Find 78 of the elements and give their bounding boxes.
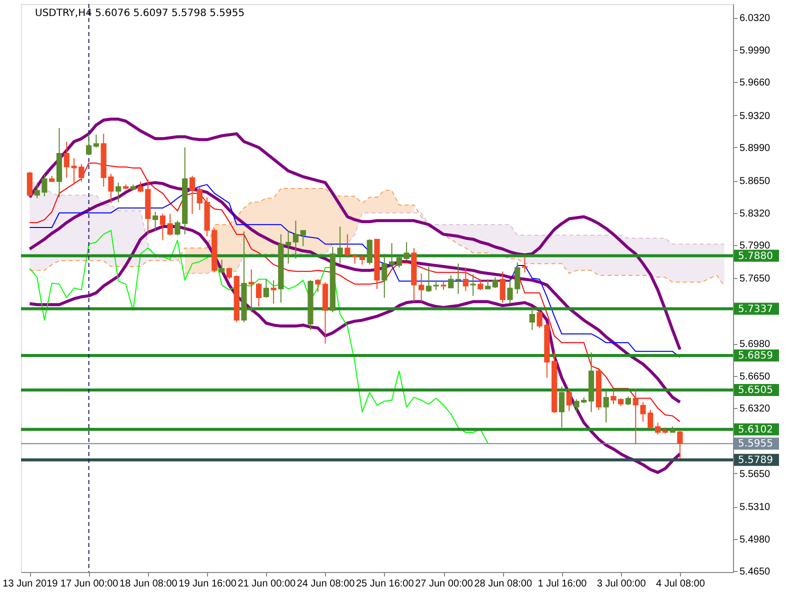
candlestick bbox=[263, 278, 269, 298]
y-tick-label: 5.6980 bbox=[740, 339, 771, 350]
candlestick bbox=[344, 234, 350, 258]
candlestick bbox=[433, 280, 439, 290]
candlestick bbox=[152, 211, 158, 231]
y-tick-label: 5.6650 bbox=[740, 371, 771, 382]
candlestick bbox=[382, 253, 388, 298]
candlestick bbox=[470, 274, 476, 296]
candlestick bbox=[292, 220, 299, 260]
y-tick-label: 5.5650 bbox=[740, 468, 771, 480]
y-tick-label: 6.0320 bbox=[740, 13, 771, 24]
x-tick-label: 28 Jun 08:00 bbox=[474, 578, 532, 590]
y-tick-label: 5.8990 bbox=[740, 142, 771, 154]
ref-line-label: 5.5789 bbox=[738, 454, 773, 466]
y-tick-label: 5.9990 bbox=[740, 45, 771, 56]
candlestick bbox=[366, 238, 372, 266]
ref-line-label: 5.6859 bbox=[738, 350, 773, 362]
candlestick bbox=[388, 242, 395, 268]
line-series bbox=[28, 118, 682, 351]
candlestick bbox=[677, 429, 683, 460]
y-tick-label: 5.5310 bbox=[740, 502, 771, 514]
x-tick-label: 1 Jul 16:00 bbox=[538, 578, 588, 590]
x-tick-label: 3 Jul 00:00 bbox=[596, 578, 646, 590]
candlestick bbox=[86, 133, 92, 155]
candlestick bbox=[352, 253, 358, 264]
y-tick-label: 5.7650 bbox=[740, 274, 771, 285]
ref-line-label: 5.6505 bbox=[738, 384, 773, 396]
candlestick bbox=[219, 259, 225, 273]
candlestick bbox=[160, 213, 166, 241]
candlestick bbox=[315, 278, 321, 292]
y-tick-label: 5.4650 bbox=[740, 566, 771, 578]
candlestick bbox=[116, 182, 122, 203]
x-tick-label: 24 Jun 08:00 bbox=[296, 578, 356, 590]
y-tick-label: 5.9320 bbox=[740, 110, 771, 122]
x-tick-label: 21 Jun 00:00 bbox=[238, 578, 296, 590]
candlestick bbox=[500, 270, 506, 304]
candlestick bbox=[492, 276, 498, 288]
ref-line-label: 5.7337 bbox=[738, 304, 773, 315]
y-tick-label: 5.9660 bbox=[740, 78, 771, 89]
x-tick-label: 13 Jun 2019 bbox=[2, 578, 58, 590]
candlestick bbox=[270, 280, 276, 304]
candlestick bbox=[448, 274, 454, 288]
y-tick-label: 5.6320 bbox=[740, 404, 771, 415]
ref-line-label: 5.5955 bbox=[738, 438, 773, 450]
candlestick bbox=[566, 388, 572, 412]
candlestick bbox=[603, 390, 609, 424]
candlestick bbox=[167, 213, 173, 236]
candlestick bbox=[558, 386, 565, 428]
ref-line-label: 5.6102 bbox=[738, 424, 773, 436]
candlestick bbox=[226, 267, 232, 280]
candlestick bbox=[426, 266, 432, 292]
x-tick-label: 19 Jun 16:00 bbox=[178, 578, 237, 590]
y-tick-label: 5.8320 bbox=[740, 208, 771, 220]
candlestick bbox=[256, 282, 262, 308]
ref-line-label: 5.7880 bbox=[738, 250, 773, 262]
candlestick bbox=[485, 278, 491, 290]
x-tick-label: 17 Jun 00:00 bbox=[60, 578, 119, 590]
candlestick bbox=[248, 268, 254, 313]
candlestick bbox=[359, 254, 366, 266]
candlestick bbox=[300, 230, 306, 247]
candlestick bbox=[26, 171, 32, 198]
candlestick bbox=[655, 422, 661, 435]
x-tick-label: 18 Jun 08:00 bbox=[120, 578, 178, 590]
y-tick-label: 5.4980 bbox=[740, 534, 771, 546]
candlestick bbox=[462, 267, 468, 292]
candlestick bbox=[478, 278, 484, 290]
line-series bbox=[29, 230, 488, 444]
candlestick bbox=[455, 263, 462, 294]
candlestick bbox=[93, 134, 99, 148]
x-tick-label: 4 Jul 08:00 bbox=[656, 578, 706, 590]
candlestick bbox=[189, 175, 196, 214]
x-tick-label: 25 Jun 16:00 bbox=[356, 578, 414, 590]
x-tick-label: 27 Jun 00:00 bbox=[415, 578, 474, 590]
y-tick-label: 5.7990 bbox=[740, 240, 771, 252]
candlestick bbox=[529, 310, 535, 330]
chart-title: USDTRY,H4 5.6076 5.6097 5.5798 5.5955 bbox=[35, 8, 245, 19]
y-tick-label: 5.8650 bbox=[740, 176, 771, 188]
candlestick bbox=[522, 256, 528, 273]
